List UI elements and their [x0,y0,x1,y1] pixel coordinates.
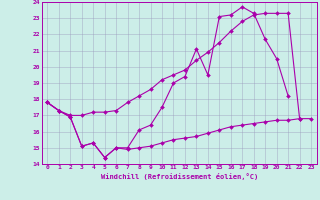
X-axis label: Windchill (Refroidissement éolien,°C): Windchill (Refroidissement éolien,°C) [100,173,258,180]
